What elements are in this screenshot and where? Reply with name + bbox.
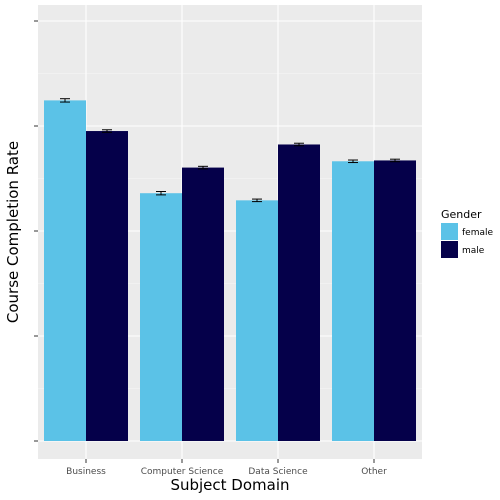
error-bar: [156, 191, 166, 196]
bar-male: [182, 167, 224, 441]
legend: Gender female male: [441, 208, 493, 258]
error-bars: [60, 98, 400, 203]
error-bar: [198, 165, 208, 170]
bar-female: [332, 161, 374, 441]
x-tick-label: Data Science: [248, 467, 308, 477]
legend-key-male: [441, 241, 458, 258]
bar-male: [374, 160, 416, 441]
error-bar: [102, 129, 112, 133]
legend-label-male: male: [462, 246, 485, 256]
bar-male: [86, 131, 128, 442]
y-axis-ticks: [34, 20, 38, 442]
error-bar: [252, 198, 262, 203]
x-tick-label: Business: [66, 467, 106, 477]
bar-female: [140, 193, 182, 441]
legend-key-female: [441, 223, 458, 240]
bars: [44, 100, 416, 442]
x-tick-label: Computer Science: [141, 467, 224, 477]
bar-male: [278, 144, 320, 442]
legend-title: Gender: [441, 208, 482, 221]
bar-female: [236, 200, 278, 441]
bar-female: [44, 100, 86, 441]
y-axis-title: Course Completion Rate: [4, 141, 22, 323]
x-tick-label: Other: [361, 467, 387, 477]
legend-label-female: female: [462, 228, 493, 238]
error-bar: [294, 142, 304, 147]
error-bar: [60, 98, 70, 103]
error-bar: [348, 159, 358, 164]
x-axis-ticks: [85, 459, 375, 463]
error-bar: [390, 158, 400, 163]
x-axis-tick-labels: Business Computer Science Data Science Othe…: [66, 467, 387, 477]
x-axis-title: Subject Domain: [170, 476, 289, 494]
